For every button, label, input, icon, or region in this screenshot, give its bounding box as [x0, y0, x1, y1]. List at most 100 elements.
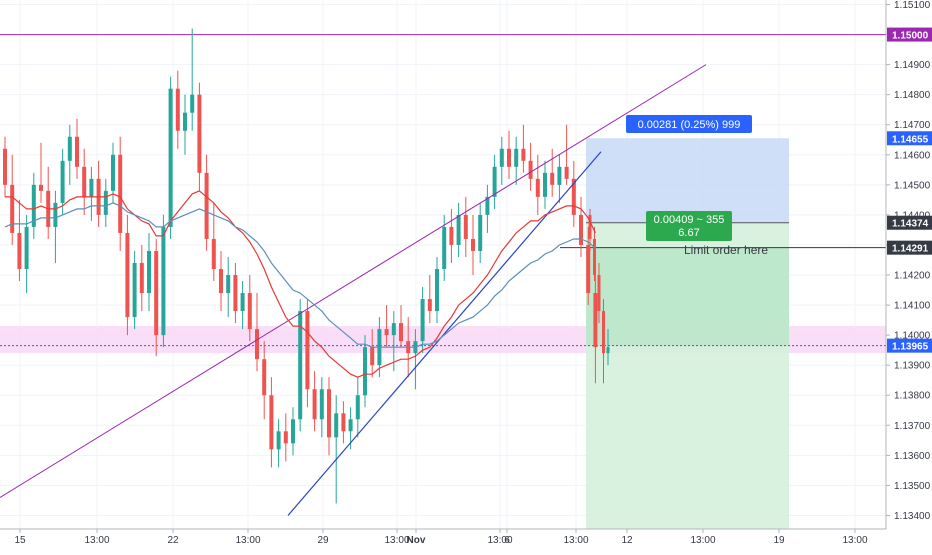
- candle: [183, 94, 187, 155]
- candle: [82, 148, 87, 215]
- candle-body: [75, 136, 79, 167]
- candle: [262, 341, 267, 420]
- position-layer: [0, 34, 886, 534]
- time-tick-label: Nov: [407, 535, 426, 546]
- candle-body: [543, 172, 547, 197]
- candle: [291, 407, 295, 456]
- price-tag-text: 1.14374: [892, 219, 929, 230]
- price-tag-text: 1.15000: [892, 31, 929, 42]
- candle: [579, 196, 583, 257]
- candle-body: [10, 184, 15, 233]
- candle-body: [103, 190, 108, 215]
- price-tick-label: 1.13600: [894, 451, 931, 462]
- candle: [255, 293, 259, 372]
- candle-body: [492, 166, 497, 197]
- price-tick-label: 1.14800: [894, 90, 931, 101]
- time-tick-label: 13:00: [384, 535, 409, 546]
- price-tick-label: 1.13800: [894, 391, 931, 402]
- candle-body: [240, 293, 245, 312]
- candle-body: [586, 244, 591, 294]
- candle: [442, 214, 447, 282]
- price-tick-label: 1.14700: [894, 120, 931, 131]
- time-axis-bg: [0, 529, 932, 550]
- candle: [219, 250, 223, 312]
- candle-body: [399, 323, 403, 342]
- candle-body: [463, 214, 468, 239]
- candle: [3, 136, 7, 197]
- candle-body: [60, 160, 65, 203]
- candle-body: [341, 413, 346, 432]
- candle: [190, 28, 195, 131]
- time-tick-label: 13:00: [842, 535, 867, 546]
- candle-body: [334, 413, 339, 438]
- candle-body: [456, 214, 461, 245]
- time-tick-label: 13:00: [563, 535, 588, 546]
- candle: [298, 299, 303, 432]
- candle: [593, 226, 596, 282]
- candle: [24, 214, 29, 294]
- candle-body: [139, 262, 144, 294]
- price-tick-label: 1.14100: [894, 301, 931, 312]
- candle-body: [499, 148, 504, 167]
- candle-body: [283, 431, 288, 444]
- candle-body: [298, 311, 303, 420]
- candle-body: [31, 184, 36, 227]
- candle-body: [276, 431, 281, 450]
- target-label: 0.00281 (0.25%) 999: [626, 115, 752, 133]
- candle: [499, 136, 504, 185]
- candle-body: [449, 226, 454, 245]
- price-tick-label: 1.14500: [894, 180, 931, 191]
- target-label-box: [626, 115, 752, 133]
- candle-body: [550, 172, 555, 185]
- candle: [557, 154, 562, 203]
- candle: [528, 142, 533, 191]
- candle: [10, 154, 15, 245]
- price-tick-label: 1.13400: [894, 511, 931, 522]
- candle: [327, 377, 331, 456]
- candle-body: [593, 238, 596, 276]
- candle: [118, 136, 123, 251]
- candle: [427, 275, 432, 324]
- candle: [269, 377, 274, 468]
- candle-body: [204, 172, 209, 239]
- price-tick-label: 1.14600: [894, 150, 931, 161]
- price-tick-label: 1.13500: [894, 481, 931, 492]
- candle: [606, 329, 610, 366]
- candle-body: [161, 226, 166, 336]
- indicators-layer: [0, 64, 707, 516]
- time-tick-label: 13:00: [690, 535, 715, 546]
- candle-body: [606, 347, 610, 354]
- candle-body: [255, 329, 259, 360]
- candle-body: [190, 94, 195, 113]
- candle: [535, 154, 540, 215]
- candle: [399, 305, 403, 348]
- candle-body: [384, 329, 389, 336]
- candle: [514, 136, 519, 185]
- candle: [391, 311, 396, 372]
- time-tick-label: 6: [504, 535, 510, 546]
- candle: [478, 202, 483, 263]
- time-tick-label: 29: [317, 535, 329, 546]
- candle-body: [262, 359, 267, 396]
- candle: [276, 419, 281, 468]
- candle-body: [17, 232, 22, 270]
- candle: [125, 214, 130, 336]
- candle-body: [435, 269, 439, 312]
- candle: [139, 244, 144, 312]
- price-tag: 1.15000: [887, 27, 932, 42]
- candle: [111, 142, 115, 203]
- candle: [384, 305, 389, 348]
- candle-body: [168, 88, 173, 227]
- candle-body: [305, 311, 310, 390]
- candle-body: [327, 389, 331, 438]
- candles-layer: [3, 28, 610, 504]
- candle-body: [521, 148, 526, 161]
- time-tick-label: 12: [621, 535, 633, 546]
- candle: [507, 130, 511, 179]
- candle-body: [593, 293, 598, 348]
- candle-body: [391, 323, 396, 336]
- candle: [67, 124, 72, 185]
- candle: [161, 214, 166, 348]
